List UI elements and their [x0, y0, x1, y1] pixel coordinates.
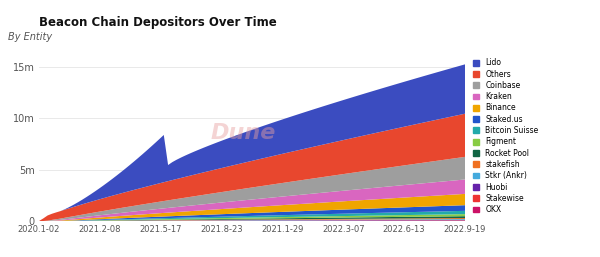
Text: Beacon Chain Depositors Over Time: Beacon Chain Depositors Over Time	[39, 16, 277, 29]
Legend: Lido, Others, Coinbase, Kraken, Binance, Staked.us, Bitcoin Suisse, Figment, Roc: Lido, Others, Coinbase, Kraken, Binance,…	[473, 58, 539, 214]
Text: Dune: Dune	[211, 123, 276, 143]
Text: By Entity: By Entity	[8, 32, 52, 42]
